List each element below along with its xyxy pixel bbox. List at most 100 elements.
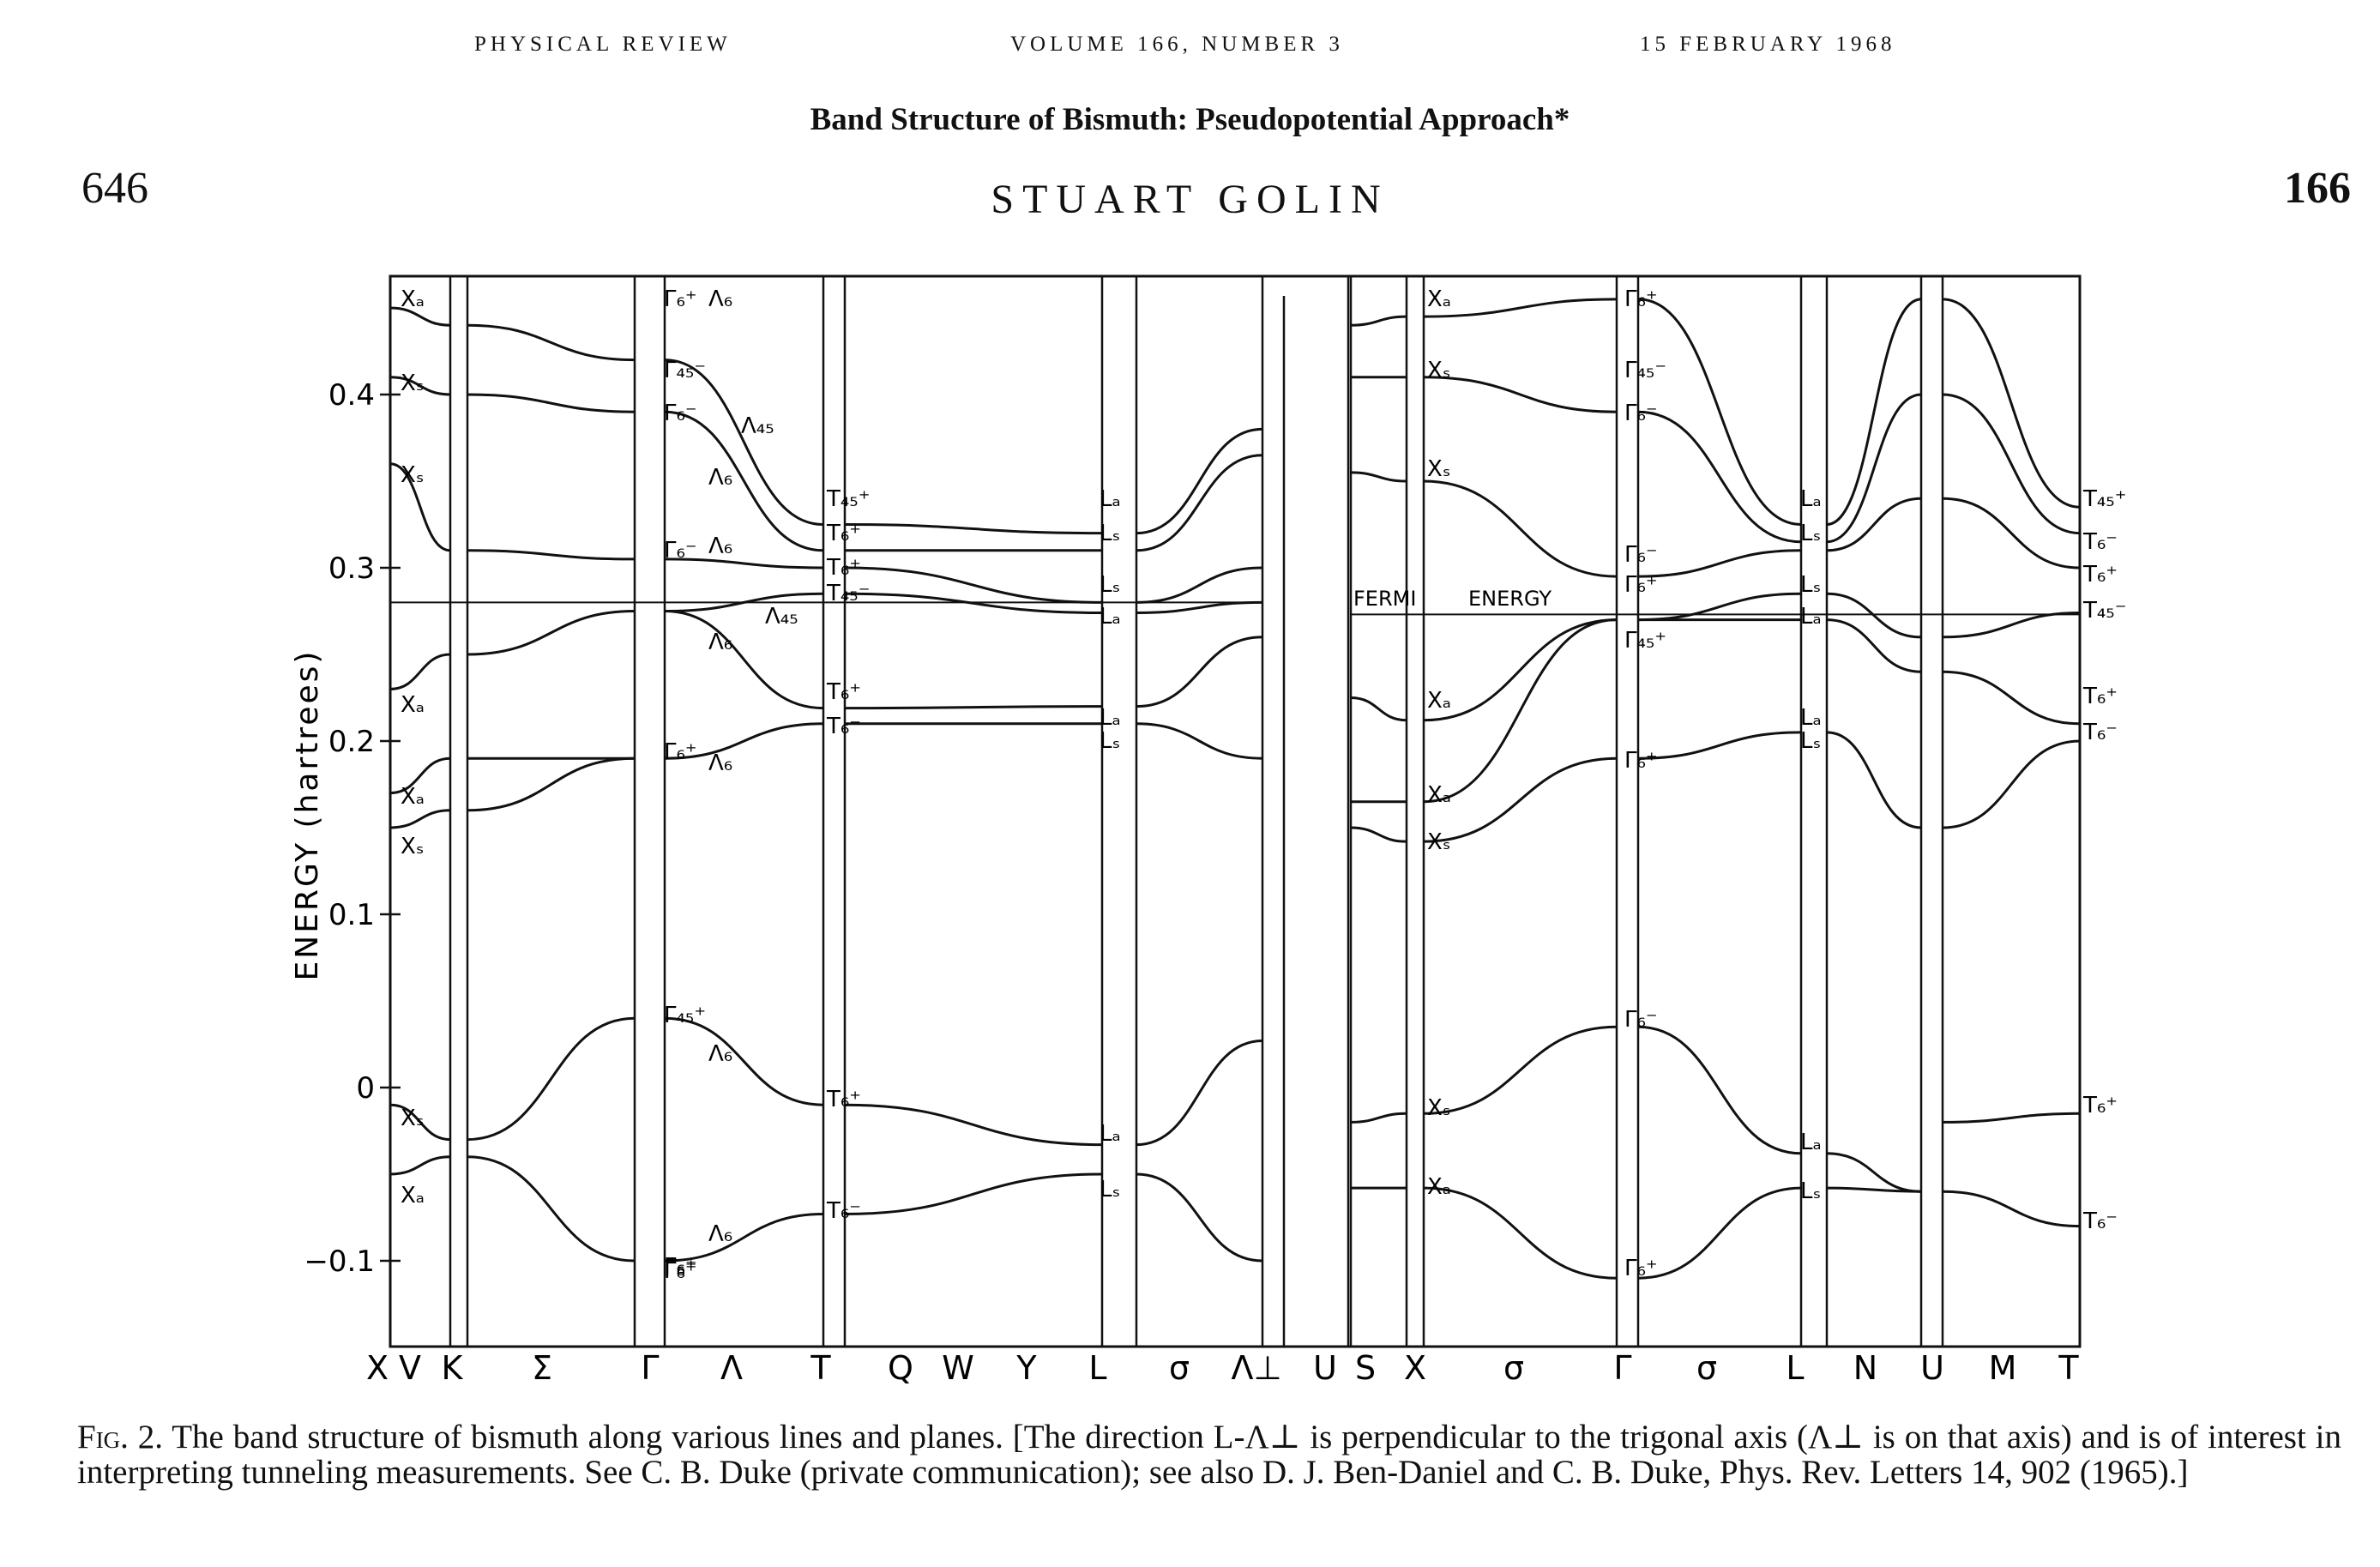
band-curve [844, 592, 1103, 615]
point-label: Xₐ [1427, 782, 1451, 808]
point-label: T₄₅⁻ [2082, 598, 2126, 624]
x-axis-label: T [2058, 1349, 2079, 1387]
x-axis-label: U [1920, 1349, 1944, 1387]
point-label: Lₛ [1100, 1177, 1120, 1202]
point-label: Γ₆⁺ [1624, 748, 1658, 774]
point-label: Γ₄₅⁻ [664, 358, 706, 383]
band-curve [1423, 1025, 1618, 1115]
band-curve [1942, 739, 2081, 829]
volume-info: VOLUME 166, NUMBER 3 [1010, 33, 1344, 56]
x-axis-label: σ [1696, 1349, 1717, 1387]
band-curve [1637, 549, 1802, 578]
band-curve [1350, 826, 1407, 843]
point-label: Lₐ [1800, 705, 1822, 731]
band-curve [1350, 1112, 1407, 1124]
band-curve [664, 557, 824, 570]
x-axis-label: Σ [532, 1349, 552, 1387]
point-label: T₄₅⁺ [826, 486, 870, 512]
point-label: Γ₄₅⁺ [1624, 628, 1666, 654]
x-axis-label: Λ [720, 1349, 743, 1387]
point-label: Xₛ [1427, 1095, 1451, 1121]
band-curve [1826, 618, 1922, 673]
point-label: Lₐ [1800, 604, 1822, 630]
point-label: T₆⁺ [826, 1087, 861, 1112]
band-curve [1136, 427, 1263, 535]
y-tick-label: 0.3 [328, 551, 375, 586]
band-curve [467, 756, 636, 812]
band-curve [1826, 731, 1922, 829]
band-curve [1136, 722, 1263, 760]
x-axis-label: σ [1169, 1349, 1190, 1387]
point-label: Lₐ [1800, 486, 1822, 512]
band-curve [1350, 471, 1407, 483]
band-curve [664, 722, 824, 760]
point-label: Γ₆⁺ [664, 286, 697, 312]
point-label: Xₛ [1427, 358, 1451, 383]
y-axis-title: ENERGY (hartrees) [290, 649, 325, 981]
band-curve [1423, 618, 1618, 804]
band-curve [389, 1155, 451, 1176]
x-axis-label: K [442, 1349, 464, 1387]
point-label: Λ₆ [708, 465, 732, 491]
band-curve [1136, 454, 1263, 552]
band-curve [1423, 298, 1618, 318]
point-label: Λ₆ [708, 1041, 732, 1067]
point-label: Xₛ [401, 834, 425, 859]
band-curve [1136, 1172, 1263, 1263]
band-curve [1942, 497, 2081, 570]
point-label: Λ₄₅ [765, 604, 798, 630]
band-curve [1942, 1190, 2081, 1228]
point-label: Γ₆⁺ [664, 739, 697, 765]
x-axis-label: L [1786, 1349, 1804, 1387]
volume-number: 166 [2284, 164, 2351, 213]
fermi-energy-line: FERMI ENERGY [390, 587, 2080, 616]
point-label: Lₐ [1800, 1130, 1822, 1155]
point-label: Xₐ [401, 784, 425, 810]
band-curve [467, 610, 636, 656]
point-label: Γ₄₅⁻ [1624, 358, 1666, 383]
band-curve [844, 1103, 1103, 1147]
point-label: Λ₄₅ [741, 413, 774, 439]
band-curve [1423, 756, 1618, 843]
page-number: 646 [81, 164, 148, 213]
point-label: T₆⁺ [826, 555, 861, 581]
band-curve [1942, 670, 2081, 726]
band-curve [1826, 1186, 1922, 1193]
point-label: T₄₅⁺ [2082, 486, 2126, 512]
y-tick-label: 0.1 [328, 898, 375, 932]
fermi-energy-label: ENERGY [1468, 587, 1552, 611]
point-label: T₆⁺ [826, 521, 861, 546]
point-label: T₆⁺ [2082, 684, 2118, 709]
point-label: Λ₆ [708, 750, 732, 776]
band-curve [1350, 315, 1407, 327]
y-tick-label: 0.4 [328, 378, 375, 413]
point-label: T₆⁻ [826, 714, 861, 739]
point-label: Λ₆ [708, 630, 732, 655]
x-axis-label: V [399, 1349, 421, 1387]
band-curve [1637, 1186, 1802, 1280]
band-curve [1136, 566, 1263, 604]
point-label: Γ₆⁺ [1624, 572, 1658, 598]
y-tick-label: 0.2 [328, 725, 375, 759]
band-curve [1826, 393, 1922, 544]
point-label: T₆⁺ [2082, 562, 2118, 588]
x-axis-label: Λ⊥ [1231, 1349, 1281, 1387]
band-curve [1942, 612, 2081, 639]
band-curve [389, 462, 451, 552]
x-axis-label: Γ [641, 1349, 659, 1387]
x-axis-label: X [366, 1349, 389, 1387]
point-label: Γ₄₅⁺ [664, 1003, 706, 1028]
x-axis-label: Γ [1613, 1349, 1631, 1387]
band-curve [389, 756, 451, 795]
band-curve [467, 1016, 636, 1142]
point-label: Γ₆⁻ [1624, 401, 1658, 426]
x-axis-label: T [810, 1349, 831, 1387]
x-axis-label: Q [888, 1349, 913, 1387]
band-curve [664, 410, 824, 552]
band-curve [1136, 600, 1263, 615]
band-curve [1423, 1186, 1618, 1280]
band-curve [844, 523, 1103, 535]
point-label: Xₐ [401, 1183, 425, 1208]
